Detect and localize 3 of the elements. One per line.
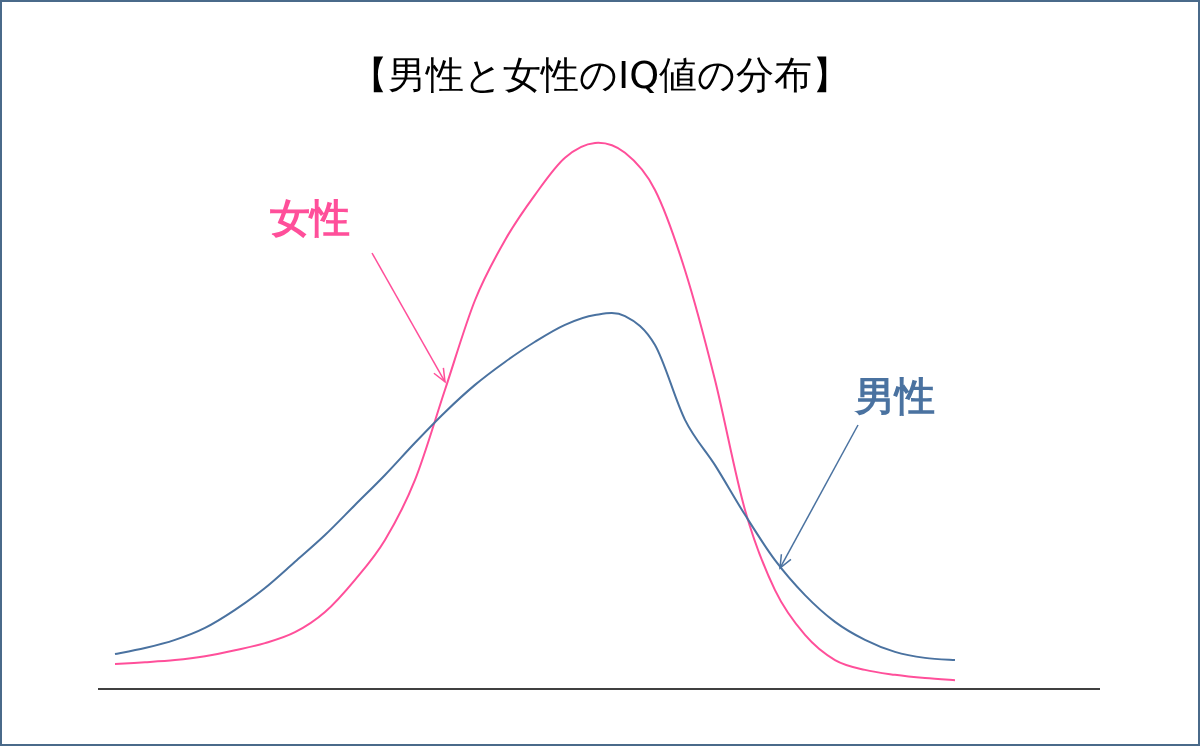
text: 男性 — [854, 373, 935, 419]
text: 女性 — [270, 195, 350, 241]
chart-title: 【男性と女性のIQ値の分布】 — [349, 53, 851, 97]
